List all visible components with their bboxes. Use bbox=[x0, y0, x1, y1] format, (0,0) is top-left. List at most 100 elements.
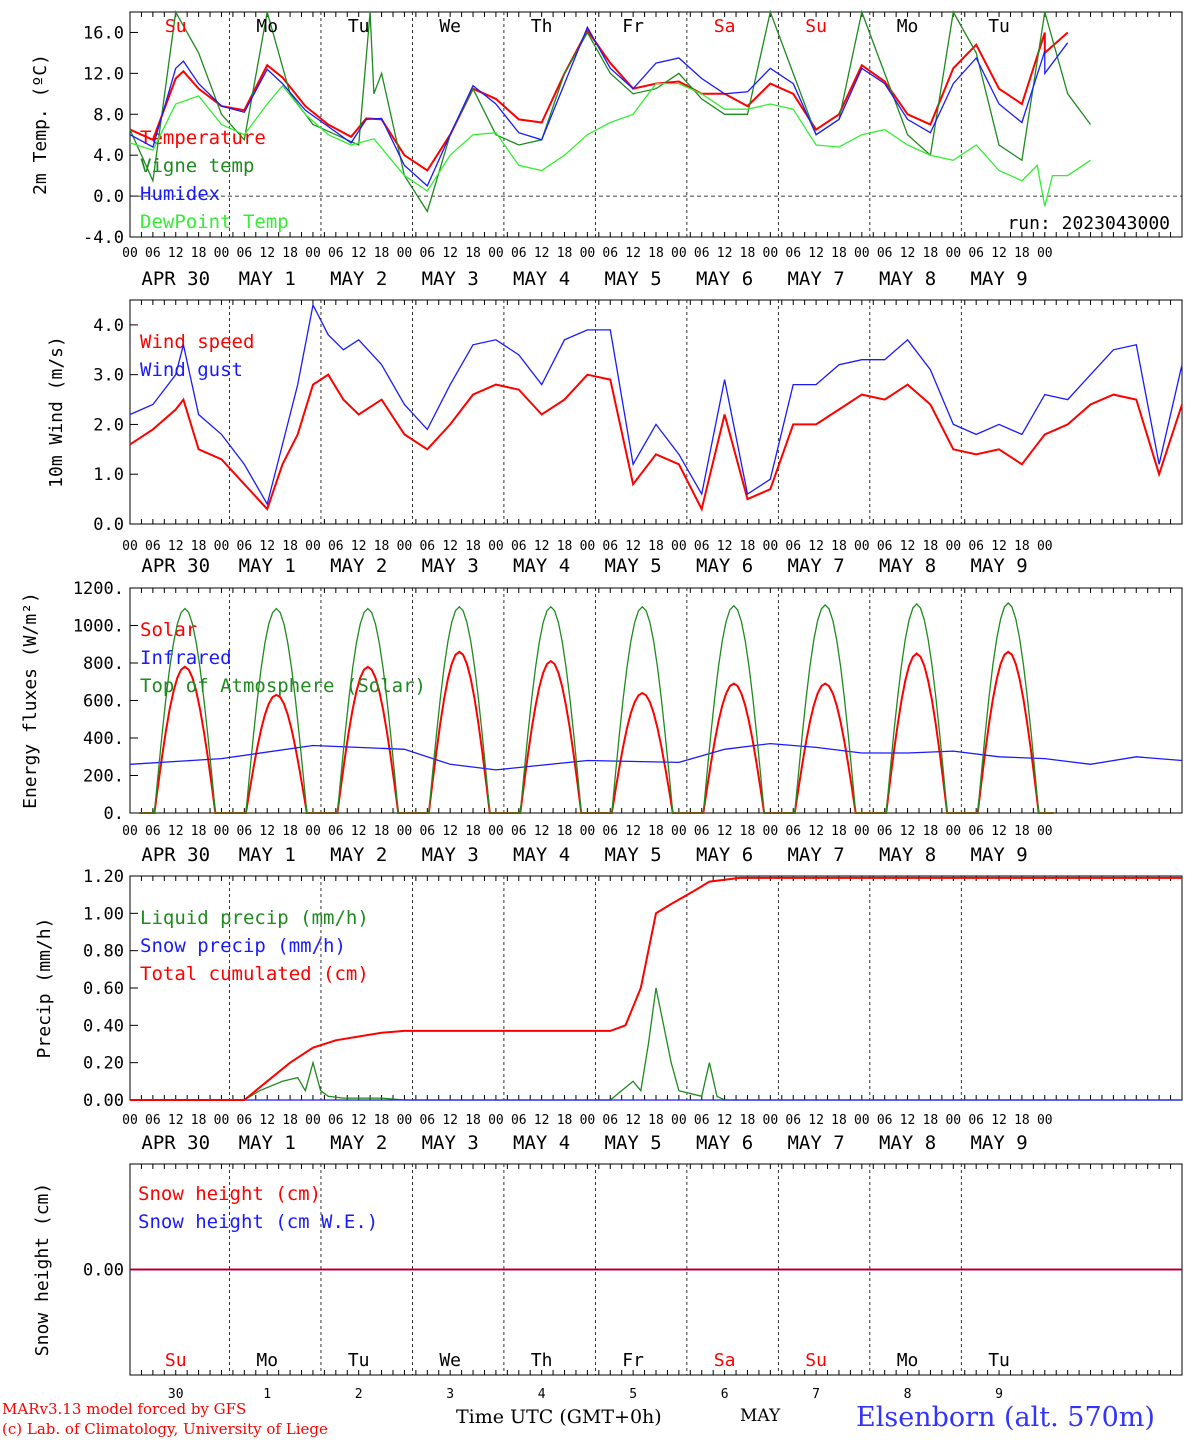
hour-tick-label: 06 bbox=[602, 246, 618, 261]
hour-tick-label: 18 bbox=[191, 1113, 207, 1128]
legend-snow-height-cm-w-e-: Snow height (cm W.E.) bbox=[138, 1211, 378, 1233]
weekday-bottom-9: Tu bbox=[988, 1350, 1010, 1371]
legend-vigne-temp: Vigne temp bbox=[140, 155, 254, 177]
hour-tick-label: 00 bbox=[214, 539, 230, 554]
y-tick-label: 0.00 bbox=[83, 1091, 124, 1111]
hour-tick-label: 18 bbox=[923, 246, 939, 261]
day-number-4: 4 bbox=[538, 1387, 546, 1402]
hour-tick-label: 12 bbox=[625, 246, 641, 261]
hour-tick-label: 12 bbox=[808, 824, 824, 839]
day-label: MAY 9 bbox=[970, 844, 1027, 866]
weekday-top-7: Su bbox=[805, 16, 827, 37]
legend-dewpoint-temp: DewPoint Temp bbox=[140, 211, 289, 233]
hour-tick-label: 00 bbox=[763, 246, 779, 261]
legend-total-cumulated-cm-: Total cumulated (cm) bbox=[140, 963, 369, 985]
panel-frame bbox=[129, 299, 1183, 525]
hour-tick-label: 00 bbox=[671, 246, 687, 261]
hour-tick-label: 18 bbox=[740, 539, 756, 554]
chart-panel-2: 4.0 3.0 2.0 1.0 0.0 10m Wind (m/s) Wind speed W… bbox=[46, 299, 1183, 577]
hour-tick-label: 06 bbox=[328, 1113, 344, 1128]
hour-tick-label: 00 bbox=[854, 539, 870, 554]
hour-tick-label: 18 bbox=[557, 539, 573, 554]
hour-tick-label: 18 bbox=[465, 539, 481, 554]
hour-tick-label: 00 bbox=[122, 539, 138, 554]
chart-panel-3: 1200. 1000. 800. 600. 400. 200. 0. Energy fluxe… bbox=[20, 579, 1183, 866]
hour-tick-label: 18 bbox=[648, 824, 664, 839]
day-label: APR 30 bbox=[141, 555, 210, 577]
hour-tick-label: 00 bbox=[763, 539, 779, 554]
hour-tick-label: 00 bbox=[397, 539, 413, 554]
series-line-top-of-atmosphere-solar- bbox=[139, 602, 1054, 814]
hour-tick-label: 18 bbox=[557, 824, 573, 839]
hour-tick-label: 06 bbox=[694, 824, 710, 839]
hour-tick-label: 00 bbox=[488, 1113, 504, 1128]
y-tick-label: 8.0 bbox=[93, 105, 124, 125]
hour-tick-label: 06 bbox=[237, 539, 253, 554]
hour-tick-label: 06 bbox=[968, 246, 984, 261]
hour-tick-label: 06 bbox=[694, 1113, 710, 1128]
hour-tick-label: 06 bbox=[602, 1113, 618, 1128]
y-tick-label: 0.40 bbox=[83, 1016, 124, 1036]
hour-tick-label: 00 bbox=[671, 539, 687, 554]
hour-tick-label: 18 bbox=[374, 539, 390, 554]
hour-tick-label: 06 bbox=[145, 539, 161, 554]
y-tick-label: 800. bbox=[83, 654, 124, 674]
weekday-bottom-7: Su bbox=[805, 1350, 827, 1371]
y-axis-label: 10m Wind (m/s) bbox=[46, 336, 67, 488]
y-tick-label: 16.0 bbox=[83, 23, 124, 43]
weekday-top-3: We bbox=[439, 16, 461, 37]
y-tick-label: 0. bbox=[104, 804, 124, 824]
chart-panel-5: 0.00 Snow height (cm) Snow height (cm) Snow… bbox=[32, 1163, 1183, 1376]
hour-tick-label: 12 bbox=[808, 1113, 824, 1128]
hour-tick-label: 00 bbox=[488, 539, 504, 554]
day-label: MAY 6 bbox=[696, 1132, 753, 1154]
hour-tick-label: 12 bbox=[534, 1113, 550, 1128]
hour-tick-label: 12 bbox=[351, 539, 367, 554]
hour-tick-label: 12 bbox=[442, 824, 458, 839]
day-number-6: 6 bbox=[721, 1387, 729, 1402]
y-axis-label: Energy fluxes (W/m²) bbox=[20, 592, 41, 809]
y-axis-label: Precip (mm/h) bbox=[34, 918, 55, 1059]
y-tick-label: 1.20 bbox=[83, 867, 124, 887]
hour-tick-label: 18 bbox=[648, 1113, 664, 1128]
series-line-liquid-precip-mm-h- bbox=[130, 987, 1182, 1101]
hour-tick-label: 12 bbox=[534, 824, 550, 839]
hour-tick-label: 12 bbox=[625, 1113, 641, 1128]
hour-tick-label: 18 bbox=[740, 246, 756, 261]
y-tick-label: 2.0 bbox=[93, 415, 124, 435]
hour-tick-label: 06 bbox=[785, 824, 801, 839]
hour-tick-label: 06 bbox=[511, 246, 527, 261]
hour-tick-label: 00 bbox=[397, 246, 413, 261]
hour-tick-label: 00 bbox=[488, 246, 504, 261]
series-line-humidex bbox=[129, 25, 1069, 187]
hour-tick-label: 12 bbox=[351, 824, 367, 839]
day-number-2: 2 bbox=[355, 1387, 363, 1402]
hour-tick-label: 12 bbox=[717, 824, 733, 839]
hour-tick-label: 06 bbox=[877, 1113, 893, 1128]
hour-tick-label: 06 bbox=[511, 1113, 527, 1128]
y-tick-label: 12.0 bbox=[83, 64, 124, 84]
day-label: MAY 1 bbox=[239, 555, 296, 577]
hour-tick-label: 00 bbox=[671, 824, 687, 839]
day-label: MAY 7 bbox=[787, 844, 844, 866]
y-tick-label: 200. bbox=[83, 767, 124, 787]
hour-tick-label: 06 bbox=[602, 824, 618, 839]
legend-wind-gust: Wind gust bbox=[140, 359, 243, 381]
day-label: MAY 6 bbox=[696, 555, 753, 577]
day-label: MAY 8 bbox=[879, 555, 936, 577]
hour-tick-label: 00 bbox=[763, 1113, 779, 1128]
model-credit: MARv3.13 model forced by GFS bbox=[2, 1400, 247, 1418]
hour-tick-label: 18 bbox=[191, 824, 207, 839]
hour-tick-label: 12 bbox=[900, 539, 916, 554]
legend-solar: Solar bbox=[140, 619, 197, 641]
day-label: MAY 7 bbox=[787, 268, 844, 290]
day-label: MAY 4 bbox=[513, 268, 570, 290]
day-label: MAY 9 bbox=[970, 268, 1027, 290]
hour-tick-label: 12 bbox=[900, 1113, 916, 1128]
legend-liquid-precip-mm-h-: Liquid precip (mm/h) bbox=[140, 907, 369, 929]
day-number-9: 9 bbox=[995, 1387, 1003, 1402]
hour-tick-label: 06 bbox=[877, 246, 893, 261]
hour-tick-label: 00 bbox=[214, 824, 230, 839]
weekday-bottom-1: Mo bbox=[256, 1350, 278, 1371]
